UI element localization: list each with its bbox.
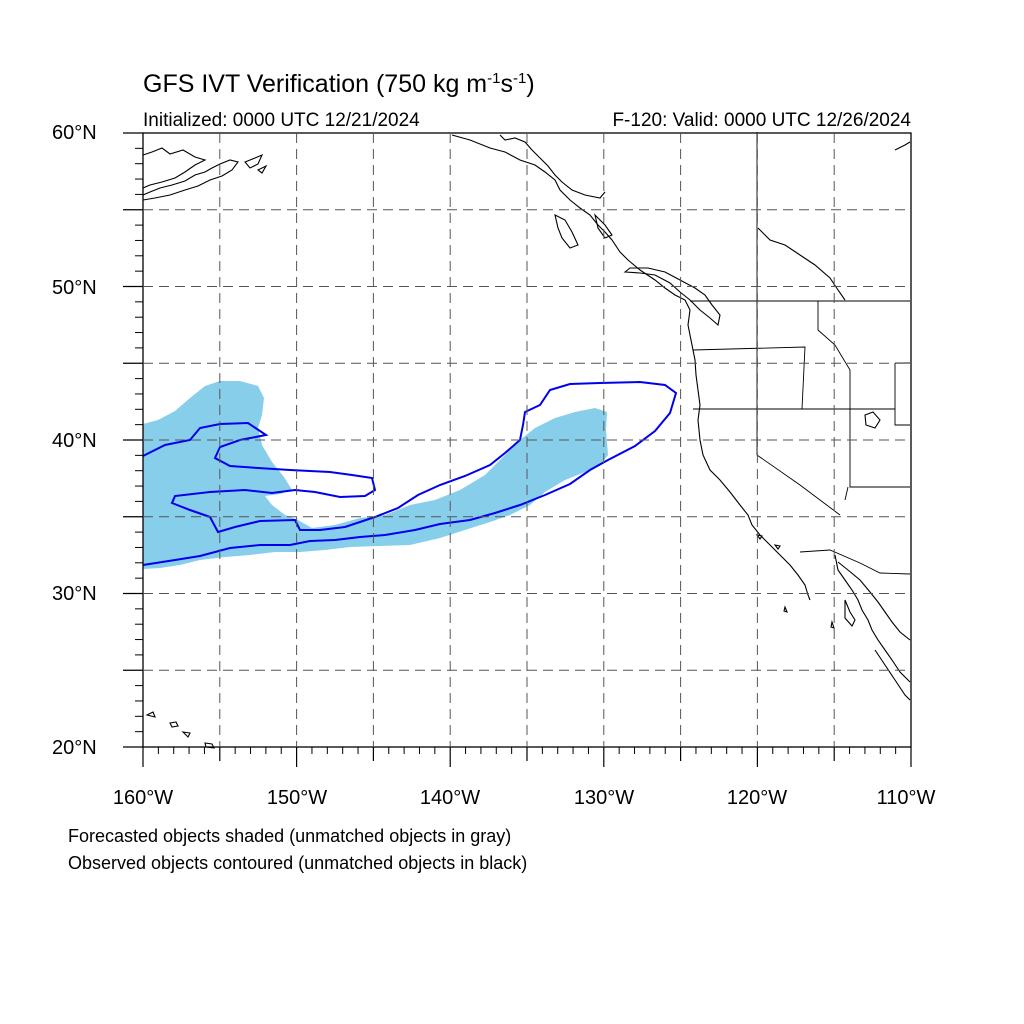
valid-time-label: F-120: Valid: 0000 UTC 12/26/2024 xyxy=(612,110,911,131)
plot-title: GFS IVT Verification (750 kg m-1s-1) xyxy=(143,70,535,98)
lon-label-140w: 140°W xyxy=(419,787,481,809)
lon-label-120w: 120°W xyxy=(726,787,788,809)
initialized-label: Initialized: 0000 UTC 12/21/2024 xyxy=(143,110,420,131)
lon-label-160w: 160°W xyxy=(112,787,174,809)
lat-label-20n: 20°N xyxy=(52,737,97,759)
political-borders xyxy=(690,132,911,575)
lat-label-40n: 40°N xyxy=(52,430,97,452)
lat-label-30n: 30°N xyxy=(52,583,97,605)
lon-label-130w: 130°W xyxy=(573,787,635,809)
lon-label-150w: 150°W xyxy=(266,787,328,809)
lon-label-110w: 110°W xyxy=(876,787,936,809)
legend-observed-note: Observed objects contoured (unmatched ob… xyxy=(68,853,528,873)
graticule xyxy=(143,133,911,747)
lat-label-50n: 50°N xyxy=(52,277,97,299)
lat-label-60n: 60°N xyxy=(52,122,97,144)
axis-ticks xyxy=(123,132,912,767)
coastlines xyxy=(142,134,911,749)
forecast-object-shaded xyxy=(143,381,608,569)
legend-forecast-note: Forecasted objects shaded (unmatched obj… xyxy=(68,826,512,846)
